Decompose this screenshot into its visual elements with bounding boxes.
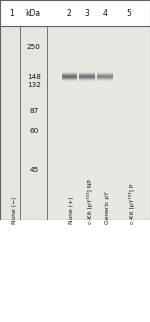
Text: kDa: kDa [26, 9, 40, 18]
Bar [47, 26, 150, 220]
Text: 3: 3 [85, 9, 89, 18]
Text: 1: 1 [10, 9, 14, 18]
Text: Generic pY: Generic pY [105, 191, 110, 224]
Text: 87: 87 [29, 109, 38, 114]
Text: 250: 250 [27, 44, 41, 50]
Bar [0, 26, 20, 220]
Text: 132: 132 [27, 82, 41, 88]
Text: 45: 45 [29, 167, 38, 173]
Text: None (+): None (+) [69, 196, 74, 224]
Text: 5: 5 [127, 9, 131, 18]
Text: 2: 2 [67, 9, 71, 18]
Text: c-Kit [pY⁷⁰³] NP: c-Kit [pY⁷⁰³] NP [87, 179, 93, 224]
Text: 4: 4 [103, 9, 107, 18]
Text: 60: 60 [29, 128, 38, 134]
Bar [20, 26, 47, 220]
Text: 148: 148 [27, 74, 41, 80]
Text: c-Kit [pY⁷⁰³] P: c-Kit [pY⁷⁰³] P [129, 183, 135, 224]
Text: None (−): None (−) [12, 196, 17, 224]
